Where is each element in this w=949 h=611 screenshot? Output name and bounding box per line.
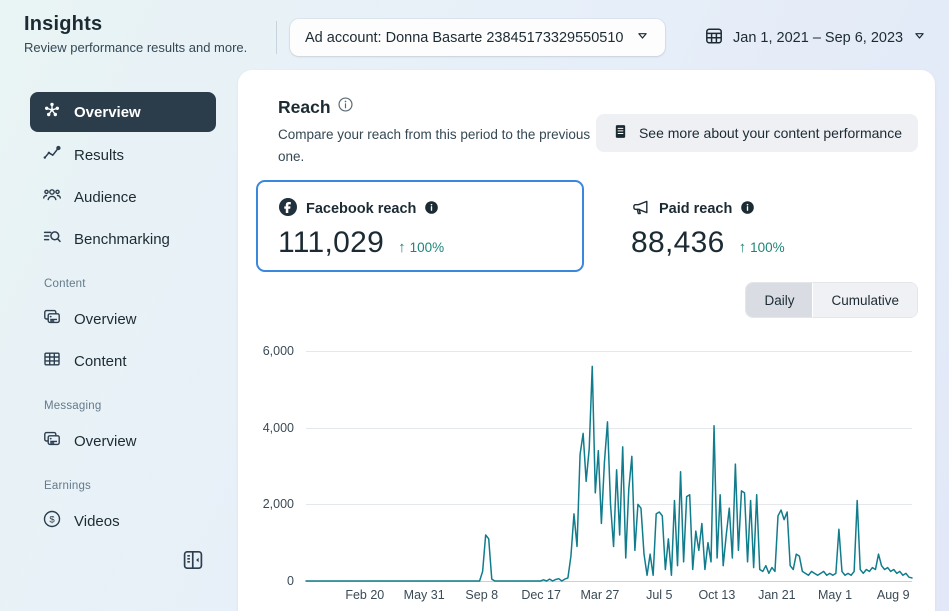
megaphone-icon	[631, 197, 651, 221]
paid-reach-card[interactable]: Paid reach 88,436 ↑ 100%	[609, 180, 931, 272]
sidebar-item-label: Overview	[74, 103, 141, 121]
chart-y-tick-label: 0	[287, 574, 294, 588]
toggle-cumulative[interactable]: Cumulative	[812, 283, 917, 317]
chart-view-toggle: Daily Cumulative	[745, 282, 918, 318]
chart-x-tick-label: Feb 20	[345, 588, 385, 602]
posts-overview-icon	[42, 429, 62, 453]
sidebar-section-content: Content	[44, 278, 86, 290]
page-header: Insights Review performance results and …	[0, 0, 949, 70]
chart-x-tick-label: Jan 21	[758, 588, 796, 602]
metric-value: 111,029	[278, 226, 385, 259]
sidebar-section-messaging: Messaging	[44, 400, 102, 412]
chart-plot[interactable]	[305, 351, 913, 582]
metric-change-percent: 100%	[750, 240, 785, 255]
chart-y-tick-label: 4,000	[262, 420, 294, 435]
reach-title-text: Reach	[278, 96, 331, 117]
reach-section-description: Compare your reach from this period to t…	[278, 127, 591, 164]
chart-x-tick-label: May 1	[818, 588, 853, 602]
sidebar-item-videos[interactable]: $ Videos	[42, 500, 238, 542]
chart-y-tick-label: 2,000	[262, 497, 294, 512]
sidebar-item-label: Videos	[74, 512, 120, 530]
chart-x-axis: Feb 20 May 31 Sep 8 Dec 17 Mar 27 Jul 5 Oct 13…	[306, 588, 912, 606]
calendar-icon	[704, 26, 724, 50]
sidebar-item-content-overview[interactable]: Overview	[42, 298, 238, 340]
info-outline-icon[interactable]	[337, 96, 354, 118]
sidebar-item-label: Overview	[74, 432, 137, 450]
header-divider	[276, 21, 277, 54]
facebook-reach-card[interactable]: Facebook reach 111,029 ↑ 100%	[256, 180, 584, 272]
chart-x-tick-label: Mar 27	[580, 588, 620, 602]
overview-hub-icon	[42, 100, 62, 124]
sidebar-item-results[interactable]: Results	[42, 134, 238, 176]
up-arrow-icon: ↑	[398, 239, 406, 256]
sidebar: Overview Results Audience	[0, 70, 238, 611]
chart-gridline	[306, 351, 912, 352]
sidebar-item-label: Content	[74, 352, 127, 370]
sidebar-item-content[interactable]: Content	[42, 340, 238, 382]
metric-label: Paid reach	[659, 201, 733, 217]
audience-people-icon	[42, 185, 62, 209]
posts-overview-icon	[42, 307, 62, 331]
chart-x-tick-label: Aug 9	[876, 588, 910, 602]
reach-line-chart	[305, 365, 913, 582]
metric-change: ↑ 100%	[739, 239, 785, 256]
main-panel: Reach Compare your reach from this perio…	[238, 70, 935, 611]
collapse-sidebar-icon	[181, 548, 205, 575]
up-arrow-icon: ↑	[738, 239, 747, 256]
reach-section-title: Reach	[278, 96, 354, 118]
metric-value: 88,436	[631, 226, 725, 259]
sidebar-item-label: Overview	[74, 310, 137, 328]
ad-account-selector[interactable]: Ad account: Donna Basarte 23845173329550…	[290, 19, 666, 56]
facebook-icon	[278, 197, 298, 221]
collapse-sidebar-button[interactable]	[181, 548, 205, 572]
paid-reach-value-row: 88,436 ↑ 100%	[631, 226, 909, 260]
results-chart-icon	[42, 143, 62, 167]
chart-y-axis: 0 2,000 4,000 6,000	[238, 344, 294, 588]
sidebar-item-benchmarking[interactable]: Benchmarking	[42, 218, 238, 260]
paid-reach-label-row: Paid reach	[631, 197, 909, 221]
date-range-label: Jan 1, 2021 – Sep 6, 2023	[733, 29, 904, 46]
ad-account-label: Ad account: Donna Basarte 23845173329550…	[305, 29, 624, 46]
sidebar-item-label: Audience	[74, 188, 137, 206]
chart-gridline	[306, 504, 912, 506]
report-icon	[612, 123, 629, 143]
sidebar-item-label: Results	[74, 146, 125, 164]
svg-text:$: $	[49, 514, 55, 525]
chart-gridline	[306, 427, 912, 429]
chart-x-tick-label: Dec 17	[521, 588, 561, 602]
sidebar-item-label: Benchmarking	[74, 230, 170, 248]
chart-x-tick-label: Sep 8	[465, 588, 499, 602]
sidebar-item-audience[interactable]: Audience	[42, 176, 238, 218]
metric-change-percent: 100%	[409, 240, 445, 255]
sidebar-section-earnings: Earnings	[44, 480, 91, 492]
facebook-reach-label-row: Facebook reach	[278, 197, 562, 221]
content-table-icon	[42, 349, 62, 373]
benchmarking-search-icon	[42, 227, 62, 251]
sidebar-item-messaging-overview[interactable]: Overview	[42, 420, 238, 462]
info-filled-icon[interactable]	[424, 200, 439, 219]
chart-x-tick-label: May 31	[403, 588, 445, 602]
page-title: Insights	[24, 13, 103, 35]
date-range-selector[interactable]: Jan 1, 2021 – Sep 6, 2023	[704, 19, 927, 56]
facebook-reach-value-row: 111,029 ↑ 100%	[278, 226, 562, 260]
chart-gridline	[306, 581, 912, 582]
toggle-daily[interactable]: Daily	[746, 283, 813, 317]
dollar-circle-icon: $	[42, 509, 62, 533]
info-filled-icon[interactable]	[740, 200, 755, 219]
metric-label: Facebook reach	[306, 201, 417, 217]
sidebar-item-overview[interactable]: Overview	[30, 92, 216, 132]
chart-x-tick-label: Oct 13	[698, 588, 736, 602]
chevron-down-icon	[912, 28, 927, 47]
title-block: Insights Review performance results and …	[24, 13, 247, 55]
chart-y-tick-label: 6,000	[262, 344, 294, 358]
chevron-down-icon	[635, 28, 650, 47]
page-subtitle: Review performance results and more.	[24, 40, 248, 55]
see-more-content-performance-button[interactable]: See more about your content performance	[595, 114, 918, 152]
chart-x-tick-label: Jul 5	[646, 588, 673, 602]
see-more-label: See more about your content performance	[638, 125, 902, 141]
metric-change: ↑ 100%	[398, 239, 444, 256]
